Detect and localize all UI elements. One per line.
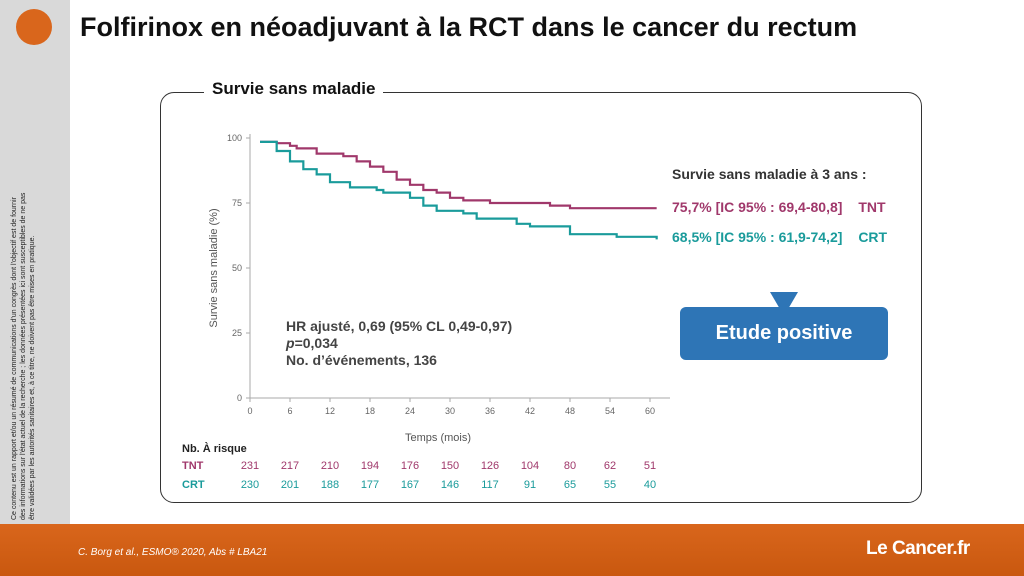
risk-cell: 62: [603, 460, 617, 472]
orange-dot-logo: [16, 9, 52, 45]
slide-title: Folfirinox en néoadjuvant à la RCT dans …: [80, 12, 858, 42]
risk-cell: 177: [360, 479, 380, 491]
citation: C. Borg et al., ESMO® 2020, Abs # LBA21: [78, 547, 268, 558]
x-tick-label: 36: [485, 406, 495, 416]
risk-cell: 65: [563, 479, 577, 491]
y-tick-label: 100: [227, 133, 242, 143]
crt-result: 68,5% [IC 95% : 61,9-74,2] CRT: [672, 229, 887, 245]
x-tick-label: 60: [645, 406, 655, 416]
hr-text: HR ajusté, 0,69 (95% CL 0,49-0,97): [286, 318, 513, 334]
risk-cell: 210: [320, 460, 340, 472]
y-tick-label: 75: [232, 198, 242, 208]
footer-band: [0, 524, 1024, 576]
p-value: =0,034: [294, 335, 338, 351]
x-tick-label: 0: [247, 406, 252, 416]
x-tick-label: 42: [525, 406, 535, 416]
y-axis-label: Survie sans maladie (%): [208, 208, 220, 327]
tnt-result-value: 75,7% [IC 95% : 69,4-80,8]: [672, 199, 843, 215]
x-tick-label: 54: [605, 406, 615, 416]
risk-cell: 188: [320, 479, 340, 491]
chart-series: [260, 140, 658, 240]
crt-result-group: CRT: [858, 229, 888, 245]
risk-cell: 104: [520, 460, 540, 472]
x-tick-label: 18: [365, 406, 375, 416]
panel-title: Survie sans maladie: [204, 79, 384, 99]
chart-axes: 0 25 50 75 100 0 6 12 18 24 30 36 42 48 54 60 Temps (moi…: [208, 133, 670, 444]
hr-stats: HR ajusté, 0,69 (95% CL 0,49-0,97) p=0,0…: [286, 318, 512, 369]
risk-cell: 176: [400, 460, 420, 472]
risk-table-title: Nb. À risque: [182, 443, 247, 455]
risk-cell: 194: [360, 460, 380, 472]
risk-cell: 91: [523, 479, 537, 491]
x-tick-label: 24: [405, 406, 415, 416]
risk-cell: 51: [643, 460, 657, 472]
x-tick-label: 6: [287, 406, 292, 416]
x-axis-label: Temps (mois): [405, 432, 471, 444]
risk-cell: 40: [643, 479, 657, 491]
risk-cell: 201: [280, 479, 300, 491]
side-band: Ce contenu est un rapport et/ou un résum…: [0, 0, 70, 524]
results-title: Survie sans maladie à 3 ans :: [672, 166, 867, 182]
x-tick-label: 12: [325, 406, 335, 416]
events-text: No. d’événements, 136: [286, 352, 437, 368]
y-tick-label: 50: [232, 263, 242, 273]
p-label: p: [286, 335, 295, 351]
risk-cell: 117: [481, 479, 499, 491]
callout-positive: Etude positive: [680, 307, 888, 360]
brand-logo: Le Cancer.fr: [866, 538, 970, 559]
risk-cell: 231: [240, 460, 260, 472]
risk-cell: 126: [480, 460, 500, 472]
chart-panel: [160, 92, 922, 503]
y-tick-label: 25: [232, 328, 242, 338]
risk-row-name: TNT: [182, 460, 204, 472]
risk-cell: 217: [280, 460, 300, 472]
tnt-result: 75,7% [IC 95% : 69,4-80,8] TNT: [672, 199, 886, 215]
crt-result-value: 68,5% [IC 95% : 61,9-74,2]: [672, 229, 843, 245]
risk-cell: 230: [240, 479, 260, 491]
risk-cell: 55: [603, 479, 617, 491]
risk-cell: 150: [440, 460, 460, 472]
x-tick-label: 30: [445, 406, 455, 416]
y-tick-label: 0: [237, 393, 242, 403]
tnt-result-group: TNT: [858, 199, 886, 215]
series-line-crt: [260, 140, 658, 240]
risk-row-name: CRT: [182, 479, 205, 491]
p-value-line: p=0,034: [286, 335, 512, 352]
x-tick-label: 48: [565, 406, 575, 416]
risk-cell: 146: [440, 479, 460, 491]
risk-cell: 167: [400, 479, 420, 491]
risk-cell: 80: [563, 460, 577, 472]
series-line-tnt: [260, 140, 657, 210]
